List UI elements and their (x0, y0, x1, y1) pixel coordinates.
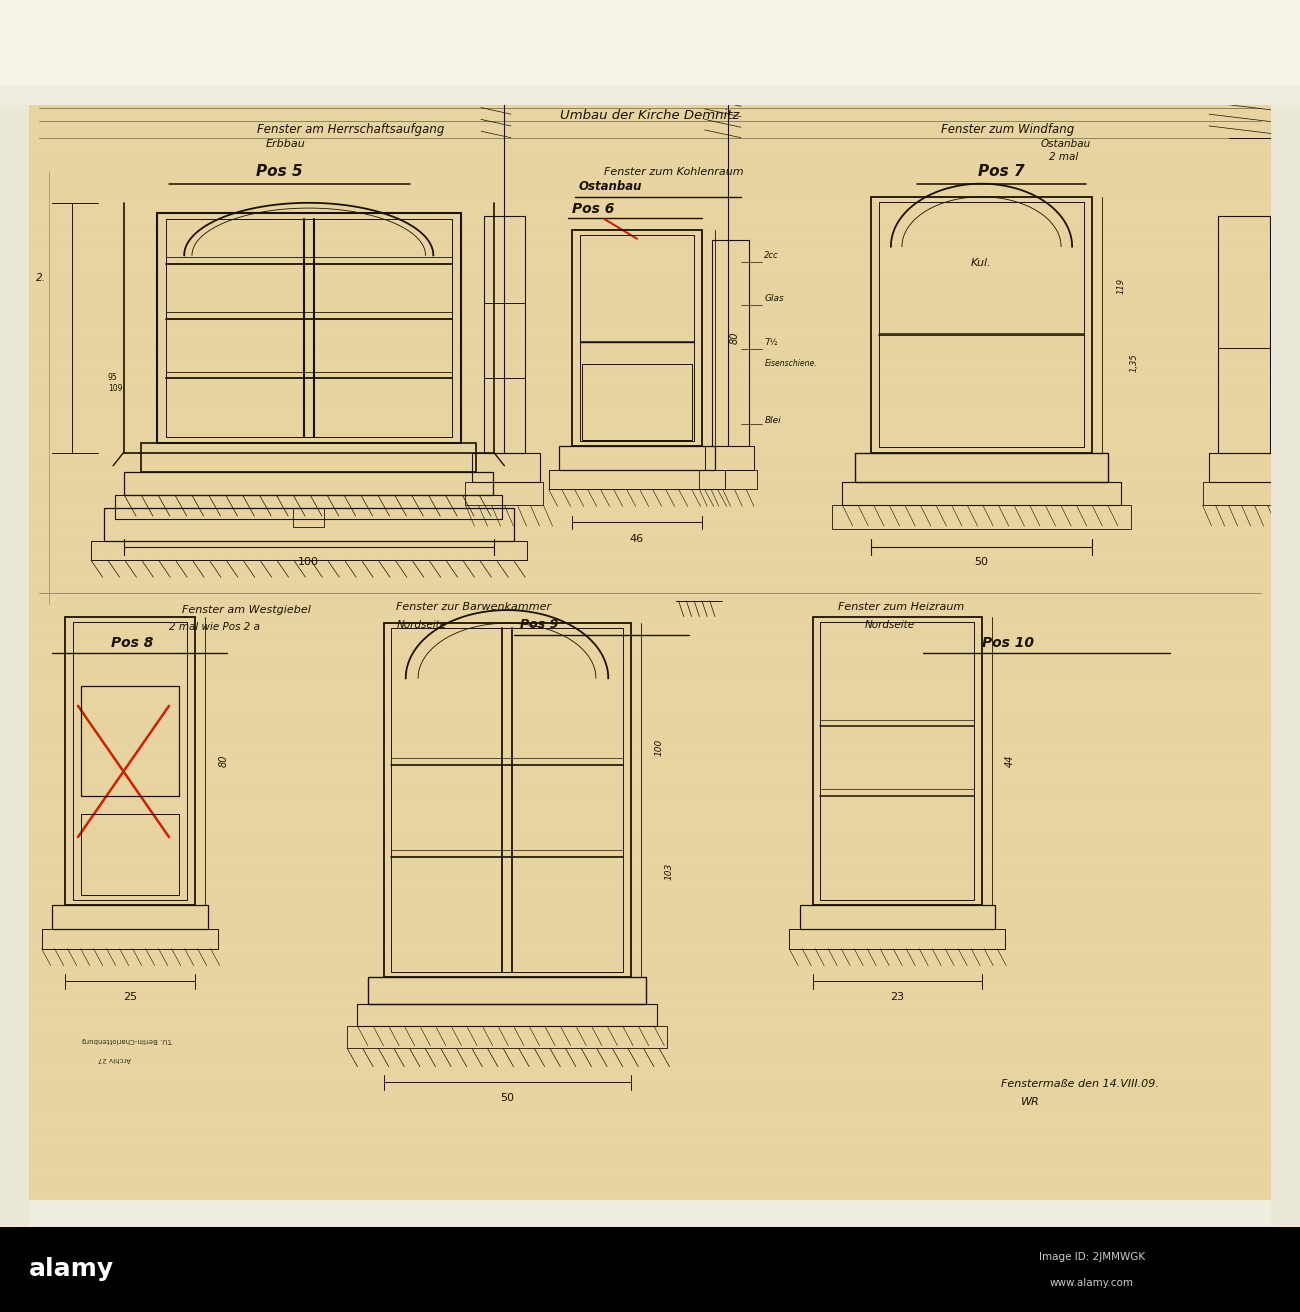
Bar (1271, 98, 1300, 1227)
Bar (712, 240, 749, 446)
Text: Pos 10: Pos 10 (982, 636, 1034, 649)
Text: Ostanbau: Ostanbau (1041, 139, 1091, 150)
Text: Fenstermaße den 14.VIII.09.: Fenstermaße den 14.VIII.09. (1001, 1078, 1158, 1089)
Bar (879, 202, 1084, 447)
Text: 44: 44 (1005, 754, 1015, 768)
Text: 80: 80 (729, 332, 740, 344)
Bar (125, 471, 493, 495)
Bar (52, 905, 208, 929)
Text: 50: 50 (975, 556, 988, 567)
Text: WR: WR (1020, 1097, 1039, 1107)
Bar (580, 235, 694, 441)
Bar (0, 98, 29, 1227)
Text: 7½: 7½ (764, 337, 777, 346)
Text: Pos 5: Pos 5 (256, 164, 303, 180)
Bar (1202, 482, 1280, 505)
Bar (358, 1004, 656, 1026)
Bar (789, 929, 1005, 949)
Bar (1209, 453, 1277, 482)
Bar (549, 470, 725, 489)
Bar (368, 977, 646, 1004)
Text: Ostanbau: Ostanbau (578, 180, 642, 193)
Text: Umbau der Kirche Demnitz: Umbau der Kirche Demnitz (560, 109, 740, 122)
Text: T.U. Berlin-Charlottenburg: T.U. Berlin-Charlottenburg (82, 1038, 173, 1043)
Text: 95
109: 95 109 (108, 373, 122, 392)
Text: Nordseite: Nordseite (396, 619, 447, 630)
Bar (0, 85, 1300, 105)
Text: Fenster zum Kohlenraum: Fenster zum Kohlenraum (604, 167, 744, 177)
Bar (465, 482, 543, 505)
Text: Glas: Glas (764, 294, 784, 303)
Bar (81, 813, 179, 895)
Text: 2 mal wie Pos 2 a: 2 mal wie Pos 2 a (169, 622, 260, 632)
Bar (472, 453, 540, 482)
Text: 2cc: 2cc (764, 251, 779, 260)
Text: 23: 23 (891, 992, 904, 1002)
Bar (65, 617, 195, 905)
Text: 46: 46 (630, 534, 644, 544)
Bar (871, 197, 1092, 453)
Bar (572, 230, 702, 446)
Bar (832, 505, 1131, 529)
Text: alamy: alamy (29, 1257, 114, 1281)
Text: Fenster am Herrschaftsaufgang: Fenster am Herrschaftsaufgang (257, 123, 445, 136)
Bar (1218, 215, 1270, 453)
Bar (484, 215, 525, 453)
Bar (116, 495, 502, 518)
Bar (699, 470, 757, 489)
Text: 80: 80 (218, 754, 229, 768)
Text: 119: 119 (1117, 278, 1124, 294)
Text: Image ID: 2JMMWGK: Image ID: 2JMMWGK (1039, 1252, 1145, 1262)
Text: Pos 6: Pos 6 (572, 202, 615, 215)
Bar (812, 617, 982, 905)
Text: Pos 7: Pos 7 (978, 164, 1024, 180)
Text: 100: 100 (298, 556, 320, 567)
Text: Kul.: Kul. (971, 258, 992, 269)
Bar (166, 219, 451, 437)
Bar (820, 622, 974, 900)
Bar (705, 446, 754, 470)
Text: 25: 25 (124, 992, 136, 1002)
Bar (42, 929, 218, 949)
Bar (582, 363, 692, 440)
Bar (81, 686, 179, 795)
Text: 103: 103 (666, 862, 673, 880)
Bar (391, 628, 623, 972)
Text: Erbbau: Erbbau (266, 139, 306, 150)
Text: Fenster zur Barwenkammer: Fenster zur Barwenkammer (396, 602, 551, 613)
Text: Fenster zum Windfang: Fenster zum Windfang (941, 123, 1074, 136)
Text: 2 mal: 2 mal (1049, 152, 1078, 163)
Text: Pos 9: Pos 9 (520, 618, 559, 631)
Bar (104, 508, 514, 541)
Bar (855, 453, 1108, 482)
Text: 50: 50 (500, 1093, 514, 1103)
Bar (157, 214, 460, 442)
Bar (347, 1026, 667, 1048)
Bar (91, 541, 526, 560)
Bar (559, 446, 715, 470)
Text: Archiv 27: Archiv 27 (98, 1056, 131, 1061)
Bar (800, 905, 994, 929)
Bar (142, 442, 476, 471)
Text: Eisenschiene.: Eisenschiene. (764, 359, 816, 369)
Text: Fenster zum Heizraum: Fenster zum Heizraum (838, 602, 965, 613)
Bar (73, 622, 187, 900)
Text: Blei: Blei (764, 416, 781, 425)
Bar (29, 105, 1271, 1214)
Text: 1,35: 1,35 (1130, 354, 1138, 373)
Text: Fenster am Westgiebel: Fenster am Westgiebel (182, 605, 311, 615)
Bar (292, 508, 324, 527)
Text: Nordseite: Nordseite (864, 619, 915, 630)
Bar (0, 1200, 1300, 1227)
Text: 100: 100 (655, 739, 663, 756)
Text: www.alamy.com: www.alamy.com (1050, 1278, 1134, 1288)
Bar (384, 623, 630, 977)
Bar (0, 1227, 1300, 1312)
Bar (842, 482, 1121, 505)
Text: 2.: 2. (35, 273, 46, 283)
Text: Pos 8: Pos 8 (111, 636, 153, 649)
